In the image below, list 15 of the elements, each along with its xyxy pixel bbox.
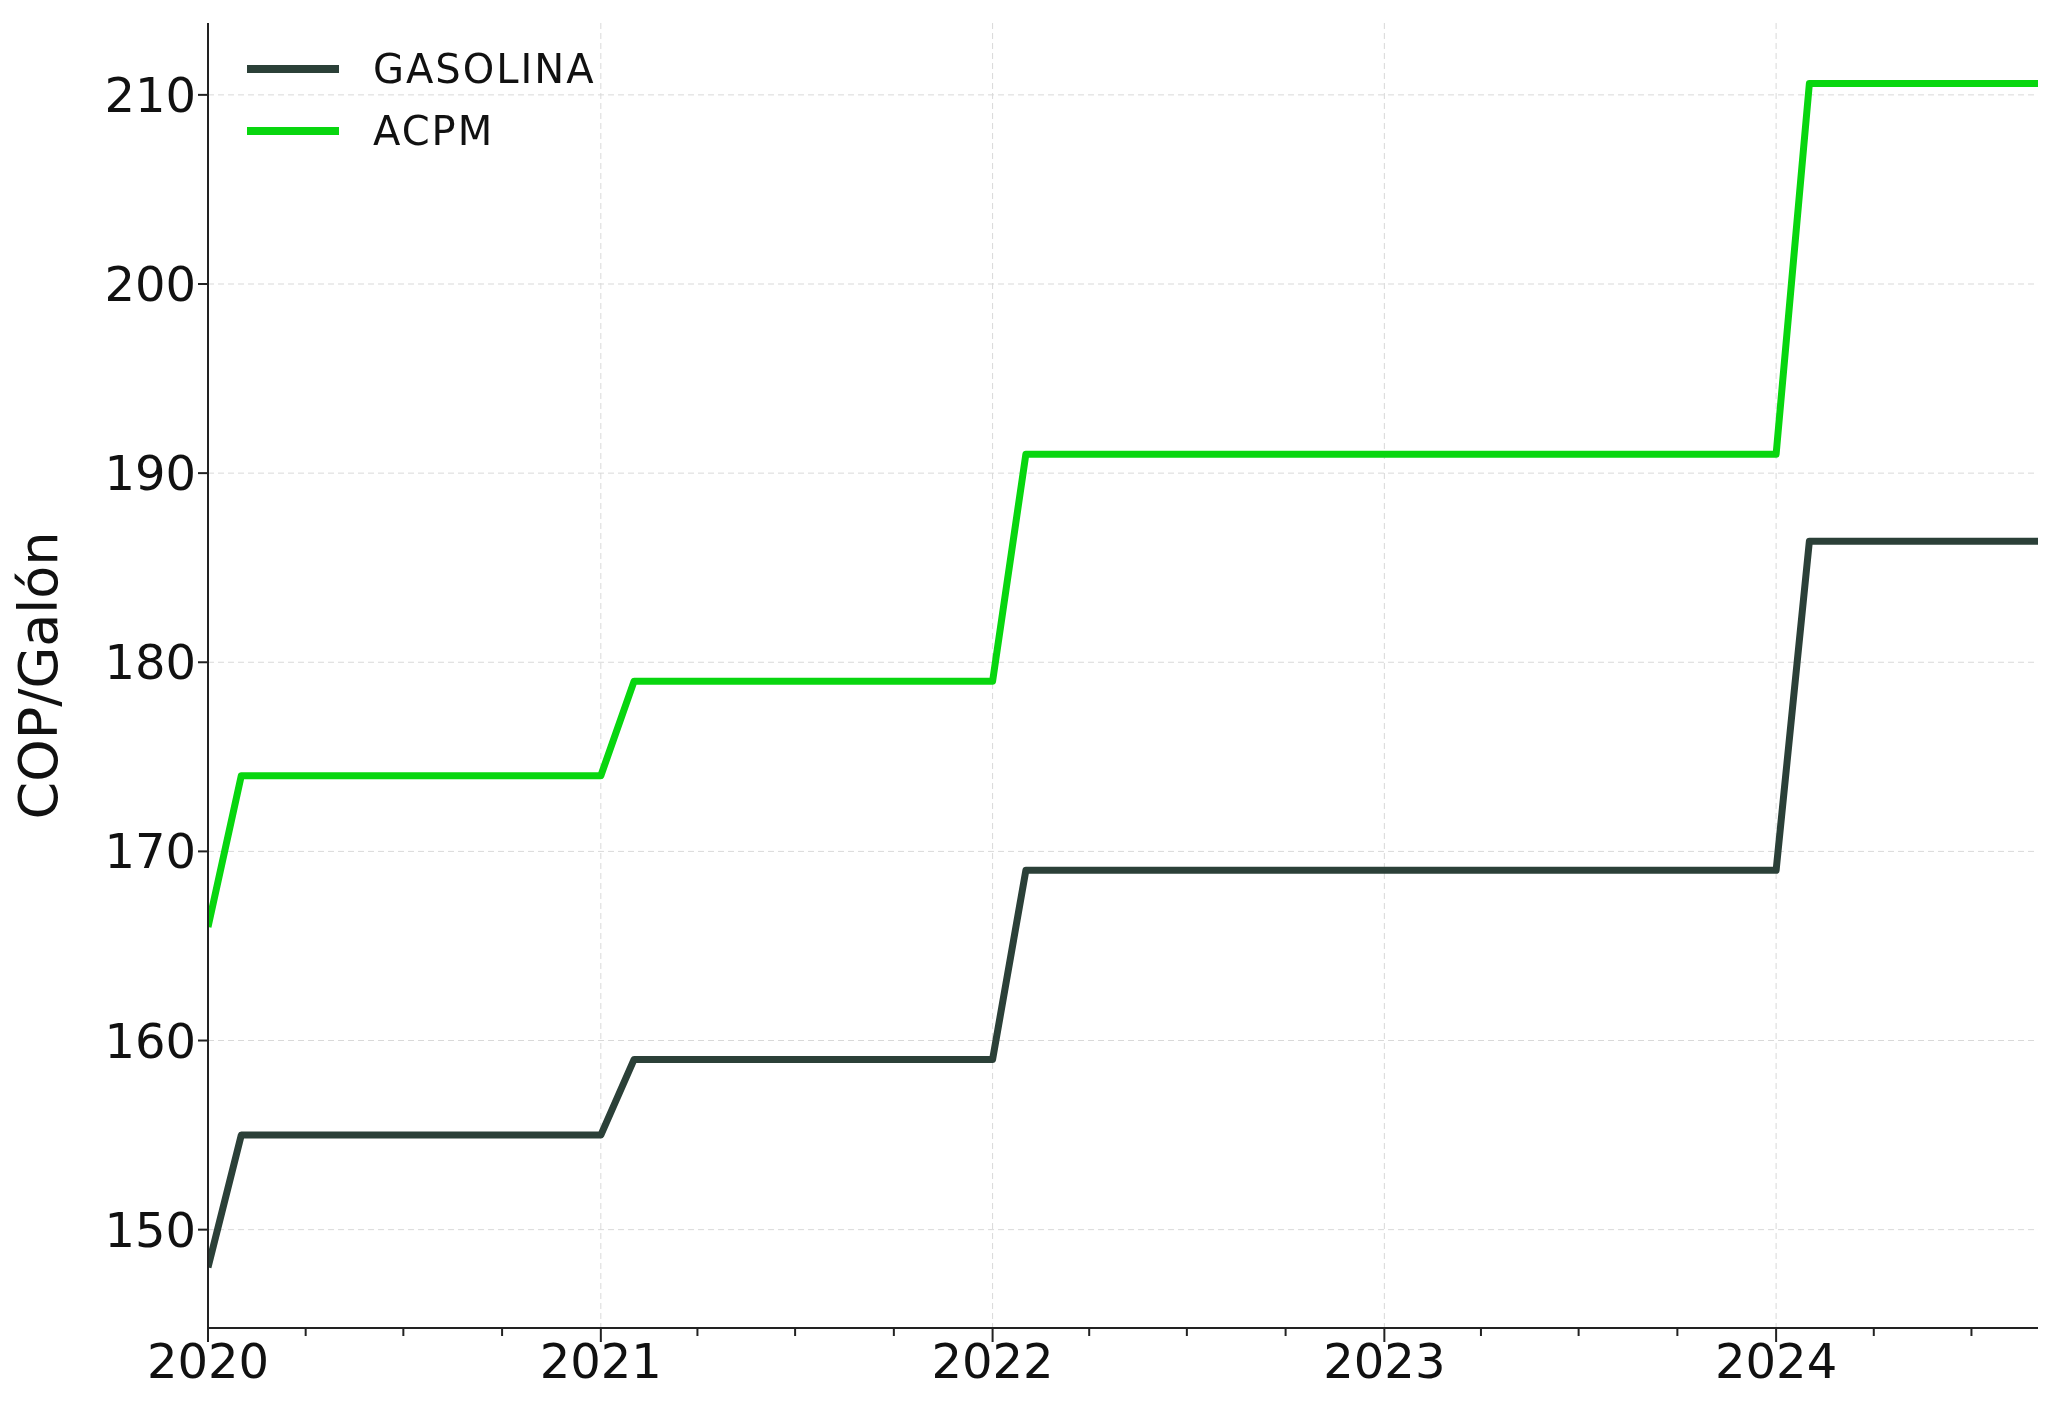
y-tick-label: 210 — [104, 66, 196, 123]
y-tick-label: 200 — [104, 256, 196, 313]
y-axis-title: COP/Galón — [7, 531, 71, 820]
legend-label: GASOLINA — [373, 46, 596, 92]
x-tick-label: 2024 — [1715, 1333, 1838, 1389]
y-tick-label: 150 — [104, 1201, 196, 1258]
x-tick-label: 2021 — [539, 1333, 662, 1389]
y-tick-label: 180 — [104, 634, 196, 691]
x-tick-label: 2022 — [931, 1333, 1054, 1389]
y-tick-label: 190 — [104, 445, 196, 502]
legend-label: ACPM — [373, 108, 495, 154]
y-tick-label: 170 — [104, 823, 196, 880]
x-tick-label: 2023 — [1323, 1333, 1446, 1389]
y-tick-label: 160 — [104, 1012, 196, 1069]
x-tick-label: 2020 — [146, 1333, 270, 1389]
